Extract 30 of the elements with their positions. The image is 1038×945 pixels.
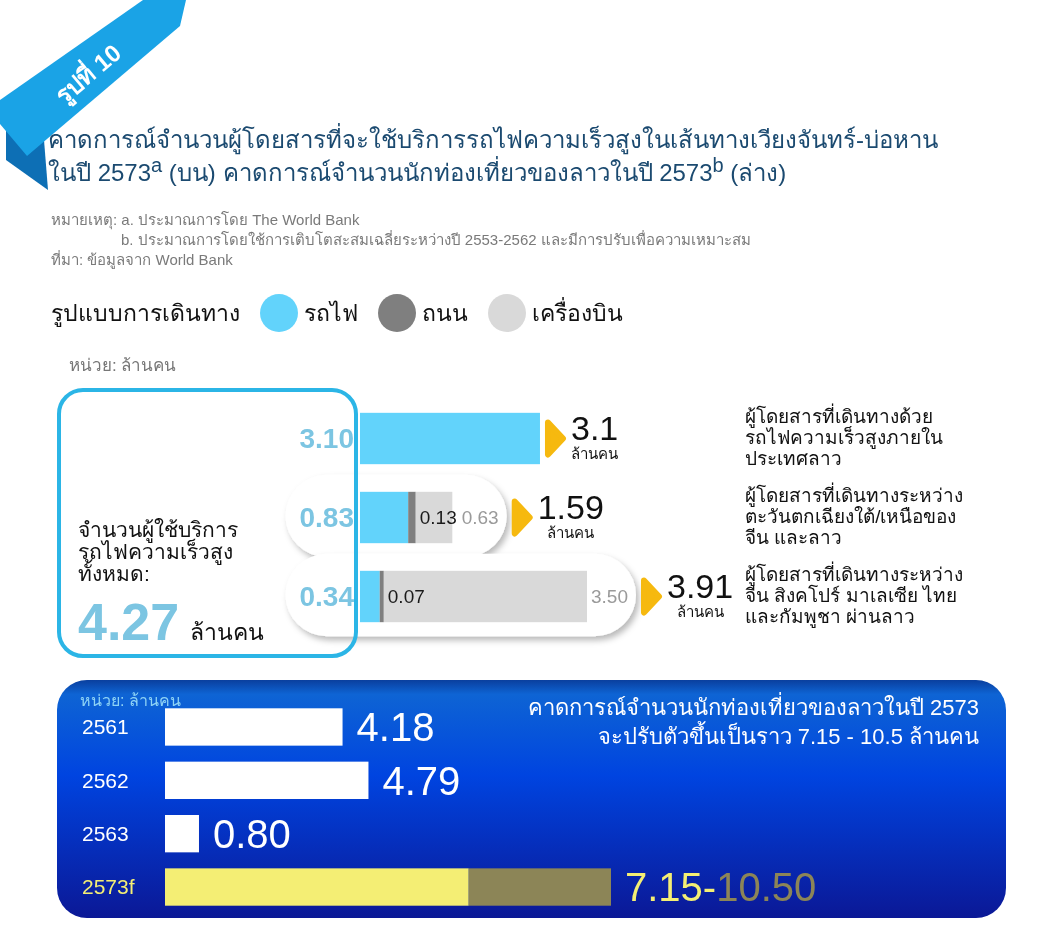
total-label: 3.1 ล้านคน (570, 408, 619, 462)
legend-label: ถนน (422, 300, 468, 327)
data-label: 0.63 (461, 507, 499, 529)
total-label: 1.59 ล้านคน (537, 487, 604, 541)
text: หน่วย: ล้านคน (69, 356, 177, 375)
annotation: หน่วย: ล้านคน (80, 692, 181, 709)
text: คาดการณ์จำนวนนักท่องเที่ยวของลาวในปี 2573 จะปรับตัวขึ้นเป็นราว 7.15 - 10.5 ล้านคน (526, 694, 979, 751)
y-tick-label: 2573f (82, 875, 135, 899)
data-label: 4.18 (356, 705, 435, 750)
data-label: 3.10 (299, 423, 354, 455)
legend-label: รถไฟ (304, 300, 358, 327)
text: หมายเหตุ: a. ประมาณการโดย The World Bank (51, 211, 360, 230)
text: จำนวนผู้ใช้บริการรถไฟความเร็วสูงทั้งหมด: (78, 518, 239, 586)
y-tick-label: 2563 (82, 822, 129, 846)
data-label: 0.34 (299, 581, 355, 613)
legend-title: รูปแบบการเดินทาง (51, 300, 240, 328)
y-tick-label: 2562 (82, 768, 129, 792)
data-label: 0.07 (387, 586, 425, 608)
data-label: 3.50 (591, 586, 628, 608)
text: ที่มา: ข้อมูลจาก World Bank (51, 249, 234, 269)
data-label: 0.80 (212, 812, 291, 857)
annotation: 7.15-10.50 (625, 865, 817, 910)
total-label: 3.91 ล้านคน (666, 566, 734, 620)
data-label: 0.13 (419, 507, 457, 529)
y-tick-label: 2561 (82, 715, 129, 739)
text: 4.27 ล้านคน (78, 593, 264, 651)
text: b. ประมาณการโดยใช้การเติบโตสะสมเฉลี่ยระหว่างปี 2553-2562 และมีการปรับเพื่อความเหมาะสม (121, 229, 751, 248)
legend-label: เครื่องบิน (532, 297, 623, 327)
data-label: 4.79 (382, 758, 461, 803)
data-label: 0.83 (299, 502, 354, 534)
